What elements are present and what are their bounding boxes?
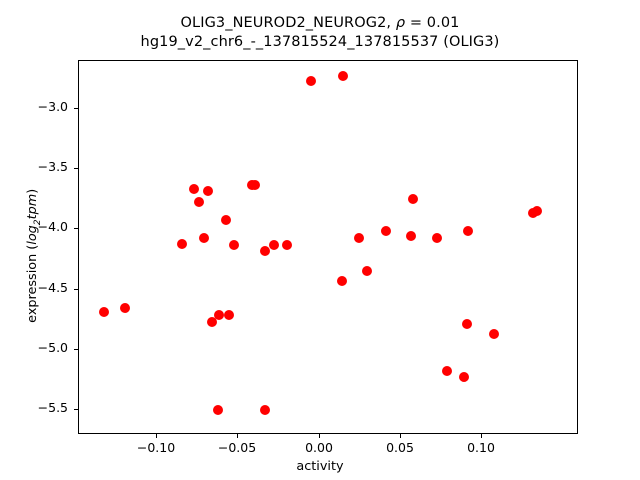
scatter-point bbox=[250, 180, 260, 190]
scatter-point bbox=[381, 226, 391, 236]
scatter-point bbox=[177, 239, 187, 249]
scatter-point bbox=[489, 329, 499, 339]
y-tick-mark bbox=[74, 228, 78, 230]
scatter-point bbox=[213, 405, 223, 415]
title-name-prefix: OLIG3_NEUROD2_NEUROG2, bbox=[180, 15, 396, 31]
y-tick-label: −4.5 bbox=[37, 280, 68, 295]
scatter-point bbox=[99, 307, 109, 317]
y-tick-mark bbox=[74, 409, 78, 411]
scatter-point bbox=[260, 405, 270, 415]
scatter-point bbox=[306, 76, 316, 86]
x-tick-mark bbox=[400, 434, 402, 438]
scatter-point bbox=[338, 71, 348, 81]
y-tick-label: −5.0 bbox=[37, 340, 68, 355]
y-tick-mark bbox=[74, 108, 78, 110]
x-tick-label: 0.10 bbox=[467, 440, 495, 455]
figure-title: OLIG3_NEUROD2_NEUROG2, ρ = 0.01 hg19_v2_… bbox=[0, 14, 640, 52]
scatter-point bbox=[194, 197, 204, 207]
scatter-point bbox=[199, 233, 209, 243]
scatter-point bbox=[214, 310, 224, 320]
scatter-point bbox=[203, 186, 213, 196]
scatter-point bbox=[362, 266, 372, 276]
title-line-2: hg19_v2_chr6_-_137815524_137815537 (OLIG… bbox=[140, 34, 500, 50]
scatter-point bbox=[462, 319, 472, 329]
rho-value: = 0.01 bbox=[405, 15, 460, 31]
rho-symbol: ρ bbox=[395, 15, 406, 31]
scatter-point bbox=[221, 215, 231, 225]
x-tick-mark bbox=[319, 434, 321, 438]
y-label-suffix: ) bbox=[25, 188, 41, 194]
scatter-point bbox=[260, 246, 270, 256]
y-tick-label: −4.0 bbox=[37, 219, 68, 234]
scatter-point bbox=[120, 303, 130, 313]
x-tick-mark bbox=[156, 434, 158, 438]
x-tick-label: 0.00 bbox=[305, 440, 333, 455]
scatter-point bbox=[282, 240, 292, 250]
scatter-point bbox=[432, 233, 442, 243]
y-tick-label: −5.5 bbox=[37, 400, 68, 415]
scatter-point bbox=[463, 226, 473, 236]
y-tick-mark bbox=[74, 289, 78, 291]
title-line-1: OLIG3_NEUROD2_NEUROG2, ρ = 0.01 bbox=[0, 14, 640, 33]
x-tick-mark bbox=[237, 434, 239, 438]
y-tick-label: −3.5 bbox=[37, 159, 68, 174]
scatter-point bbox=[354, 233, 364, 243]
scatter-point bbox=[442, 366, 452, 376]
scatter-point bbox=[207, 317, 217, 327]
scatter-point bbox=[532, 206, 542, 216]
scatter-point bbox=[337, 276, 347, 286]
scatter-point bbox=[224, 310, 234, 320]
y-tick-mark bbox=[74, 349, 78, 351]
y-label-tpm: tpm bbox=[25, 193, 41, 220]
plot-area bbox=[79, 61, 577, 433]
x-tick-mark bbox=[481, 434, 483, 438]
x-tick-label: −0.10 bbox=[136, 440, 176, 455]
x-axis-label: activity bbox=[296, 459, 344, 474]
y-tick-mark bbox=[74, 168, 78, 170]
scatter-point bbox=[189, 184, 199, 194]
x-tick-label: −0.05 bbox=[217, 440, 257, 455]
scatter-point bbox=[406, 231, 416, 241]
y-tick-label: −3.0 bbox=[37, 99, 68, 114]
scatter-point bbox=[269, 240, 279, 250]
x-tick-label: 0.05 bbox=[386, 440, 414, 455]
scatter-point bbox=[459, 372, 469, 382]
scatter-point bbox=[229, 240, 239, 250]
scatter-point bbox=[408, 194, 418, 204]
plot-axes bbox=[78, 60, 578, 434]
